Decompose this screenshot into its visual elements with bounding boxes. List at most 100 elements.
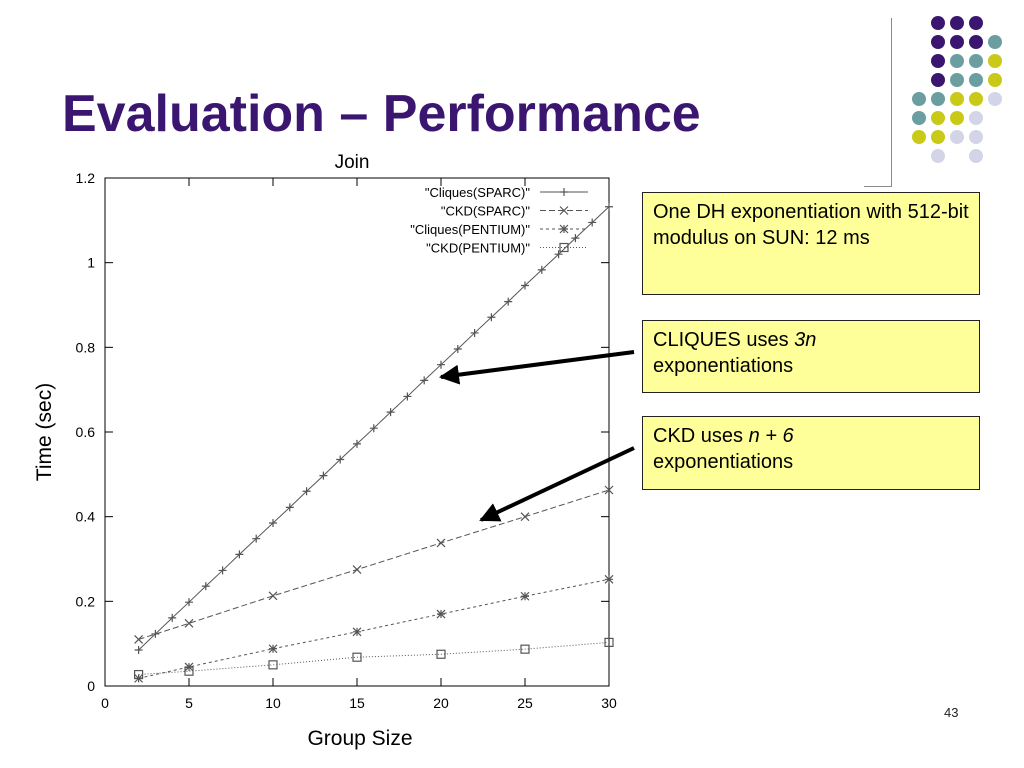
callout-ckd: CKD uses n + 6 exponentiations bbox=[642, 416, 980, 490]
data-point bbox=[470, 328, 479, 337]
decorative-dot bbox=[969, 149, 983, 163]
legend-label: "Cliques(PENTIUM)" bbox=[410, 222, 530, 237]
data-point bbox=[369, 424, 378, 433]
data-point bbox=[352, 652, 362, 662]
legend-label: "CKD(PENTIUM)" bbox=[426, 241, 530, 256]
y-tick-label: 0.4 bbox=[76, 509, 96, 525]
x-tick-label: 15 bbox=[349, 695, 365, 711]
data-point bbox=[134, 669, 144, 680]
divider-vertical bbox=[891, 18, 892, 186]
data-point bbox=[554, 250, 563, 259]
decorative-dot bbox=[969, 92, 983, 106]
decorative-dot bbox=[969, 111, 983, 125]
data-point bbox=[218, 566, 227, 575]
data-point bbox=[436, 649, 446, 659]
page-number: 43 bbox=[944, 705, 959, 720]
y-axis-label: Time (sec) bbox=[33, 383, 56, 481]
callout-ckd-italic: n + 6 bbox=[748, 425, 794, 447]
data-point bbox=[268, 644, 278, 654]
data-point bbox=[353, 439, 361, 448]
decorative-dot bbox=[931, 149, 945, 163]
legend-label: "Cliques(SPARC)" bbox=[425, 185, 530, 200]
data-point bbox=[134, 646, 143, 655]
decorative-dot bbox=[969, 130, 983, 144]
callout-cliques: CLIQUES uses 3n exponentiations bbox=[642, 320, 980, 393]
data-point bbox=[604, 574, 614, 584]
legend-label: "CKD(SPARC)" bbox=[441, 204, 531, 219]
decorative-dot bbox=[969, 54, 983, 68]
x-axis-label: Group Size bbox=[307, 727, 412, 750]
y-tick-label: 0.8 bbox=[76, 339, 96, 355]
data-point bbox=[386, 408, 395, 417]
data-point bbox=[151, 629, 160, 638]
decorative-dot-grid bbox=[912, 16, 1002, 163]
data-point bbox=[487, 313, 496, 322]
y-tick-label: 0 bbox=[87, 678, 95, 694]
decorative-dot bbox=[969, 16, 983, 30]
data-point bbox=[201, 582, 210, 591]
x-tick-label: 10 bbox=[265, 695, 281, 711]
x-tick-label: 20 bbox=[433, 695, 449, 711]
decorative-dot bbox=[931, 54, 945, 68]
data-point bbox=[403, 392, 412, 401]
data-point bbox=[559, 242, 569, 253]
data-point bbox=[302, 487, 311, 496]
chart-title: Join bbox=[335, 152, 370, 173]
decorative-dot bbox=[931, 16, 945, 30]
series-4 bbox=[134, 637, 614, 680]
x-tick-label: 5 bbox=[185, 695, 193, 711]
data-point bbox=[504, 297, 513, 306]
decorative-dot bbox=[969, 73, 983, 87]
data-point bbox=[559, 224, 569, 234]
callout-dh-exponentiation: One DH exponentiation with 512-bit modul… bbox=[642, 192, 980, 295]
series-line bbox=[138, 489, 610, 640]
data-point bbox=[520, 644, 530, 654]
y-tick-label: 0.6 bbox=[76, 424, 96, 440]
divider-horizontal bbox=[864, 186, 892, 187]
data-point bbox=[588, 218, 597, 227]
callout-dh-text: One DH exponentiation with 512-bit modul… bbox=[653, 201, 969, 249]
y-tick-label: 1.2 bbox=[76, 170, 96, 186]
decorative-dot bbox=[950, 16, 964, 30]
data-point bbox=[319, 471, 328, 480]
y-tick-label: 0.2 bbox=[76, 593, 96, 609]
series-line bbox=[138, 641, 610, 676]
series-3 bbox=[134, 574, 614, 683]
callout-ckd-suffix: exponentiations bbox=[653, 451, 794, 473]
series-2 bbox=[134, 485, 614, 644]
series-1 bbox=[134, 202, 613, 655]
callout-ckd-prefix: CKD uses bbox=[653, 425, 749, 447]
series-line bbox=[138, 578, 610, 679]
data-point bbox=[560, 188, 568, 196]
decorative-dot bbox=[912, 111, 926, 125]
data-point bbox=[571, 234, 580, 243]
decorative-dot bbox=[912, 130, 926, 144]
data-point bbox=[604, 485, 614, 495]
decorative-dot bbox=[950, 54, 964, 68]
slide-title: Evaluation – Performance bbox=[62, 85, 701, 143]
arrow-cliques bbox=[439, 350, 635, 385]
x-tick-label: 0 bbox=[101, 695, 109, 711]
data-point bbox=[605, 202, 613, 211]
data-point bbox=[520, 591, 530, 601]
y-tick-label: 1 bbox=[87, 255, 95, 271]
data-point bbox=[184, 666, 194, 676]
data-point bbox=[436, 538, 446, 548]
decorative-dot bbox=[912, 92, 926, 106]
data-point bbox=[352, 565, 362, 575]
decorative-dot bbox=[950, 35, 964, 49]
decorative-dot bbox=[931, 92, 945, 106]
decorative-dot bbox=[931, 130, 945, 144]
data-point bbox=[336, 455, 345, 464]
decorative-dot bbox=[931, 35, 945, 49]
x-tick-label: 25 bbox=[517, 695, 533, 711]
callout-cliques-italic: 3n bbox=[794, 329, 817, 351]
data-point bbox=[521, 281, 529, 290]
decorative-dot bbox=[931, 73, 945, 87]
data-point bbox=[604, 637, 614, 647]
decorative-dot bbox=[931, 111, 945, 125]
data-point bbox=[520, 512, 530, 522]
decorative-dot bbox=[969, 35, 983, 49]
data-point bbox=[134, 635, 144, 644]
